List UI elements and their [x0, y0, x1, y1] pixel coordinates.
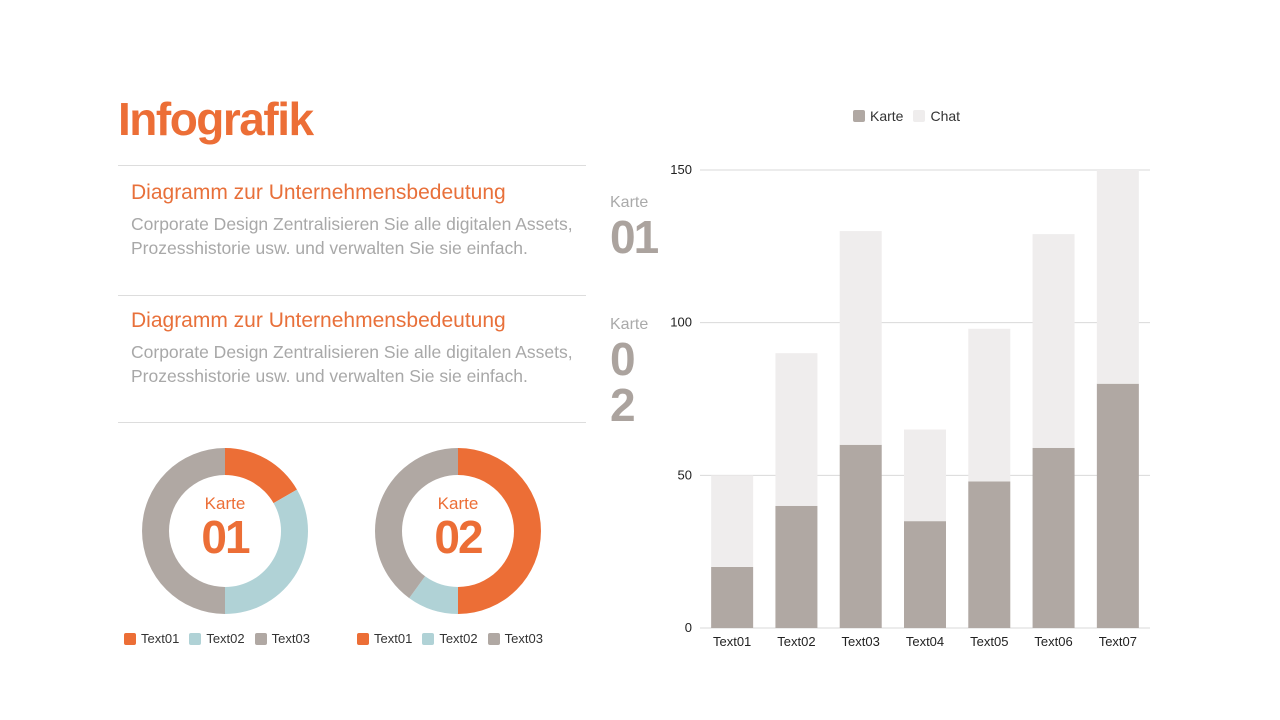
donut-segment-Text02: [409, 576, 458, 614]
card-number: 01: [610, 211, 659, 263]
bar-Karte-Text04: [904, 521, 946, 628]
legend-swatch: [124, 632, 136, 645]
legend-swatch: [189, 632, 202, 645]
bar-Karte-Text06: [1032, 447, 1075, 628]
legend-swatch: [254, 632, 267, 645]
donut-center-number: 02: [434, 511, 483, 563]
section-title: Diagramm zur Unternehmensbedeutung: [131, 181, 506, 204]
x-tick-label: Text01: [713, 634, 751, 649]
donut-center-label: Karte: [437, 494, 479, 513]
x-tick-label: Text06: [1034, 634, 1072, 649]
donut-legend-2: Text01 Text02 Text03: [357, 631, 543, 646]
legend-swatch: [853, 110, 865, 122]
legend-label: Text02: [206, 631, 245, 646]
divider: [118, 165, 586, 166]
donut-center-label: Karte: [204, 494, 246, 513]
section-body: Corporate Design Zentralisieren Sie alle…: [131, 340, 601, 388]
legend-label: Text01: [374, 631, 413, 646]
donut-chart-2: Karte 02: [373, 446, 543, 616]
donut-segment-Text03: [375, 448, 458, 599]
legend-label: Chat: [930, 108, 961, 124]
bar-Chat-Text07: [1096, 170, 1139, 384]
bar-Karte-Text02: [775, 505, 818, 628]
bar-Chat-Text01: [711, 475, 754, 567]
legend-item: Text02: [422, 631, 478, 646]
legend-item: Text03: [254, 631, 310, 646]
x-tick-label: Text05: [970, 634, 1008, 649]
body-line: Prozesshistorie usw. und verwalten Sie s…: [131, 238, 528, 258]
legend-item: Text01: [124, 631, 179, 646]
bar-Chat-Text05: [968, 328, 1011, 482]
bar-Chat-Text06: [1032, 234, 1075, 448]
donut-center-number: 01: [201, 511, 250, 563]
bar-Karte-Text07: [1096, 383, 1139, 628]
section-body: Corporate Design Zentralisieren Sie alle…: [131, 212, 601, 260]
divider: [118, 422, 586, 423]
donut-segment-Text01: [225, 448, 297, 504]
card-label: Karte: [610, 194, 649, 211]
body-line: Corporate Design Zentralisieren Sie alle…: [131, 214, 573, 234]
body-line: Corporate Design Zentralisieren Sie alle…: [131, 342, 573, 362]
bar-Karte-Text03: [839, 444, 882, 628]
legend-swatch: [357, 632, 369, 645]
y-tick-label: 50: [678, 467, 692, 482]
legend-item: Chat: [913, 108, 960, 124]
legend-item: Text02: [189, 631, 245, 646]
y-tick-label: 0: [685, 620, 692, 635]
legend-label: Text03: [504, 631, 543, 646]
donut-chart-1: Karte 01: [140, 446, 310, 616]
divider: [118, 295, 586, 296]
legend-item: Text03: [487, 631, 543, 646]
donut-segment-Text01: [458, 448, 541, 614]
y-tick-label: 100: [670, 315, 692, 330]
bar-Chat-Text02: [775, 353, 818, 506]
donut-segment-Text03: [142, 448, 225, 614]
body-line: Prozesshistorie usw. und verwalten Sie s…: [131, 366, 528, 386]
bar-Chat-Text03: [839, 231, 882, 445]
x-tick-label: Text07: [1099, 634, 1137, 649]
legend-swatch: [422, 632, 435, 645]
y-tick-label: 150: [670, 162, 692, 177]
section-title: Diagramm zur Unternehmensbedeutung: [131, 309, 506, 332]
x-tick-label: Text03: [842, 634, 880, 649]
legend-item: Karte: [853, 108, 903, 124]
donut-segment-Text02: [225, 489, 308, 614]
bar-legend: Karte Chat: [853, 108, 960, 124]
x-tick-label: Text02: [777, 634, 815, 649]
legend-swatch: [487, 632, 500, 645]
card-label: Karte: [610, 316, 649, 333]
legend-label: Text01: [141, 631, 180, 646]
legend-label: Text03: [271, 631, 310, 646]
bar-Karte-Text05: [968, 481, 1011, 628]
page-title: Infografik: [118, 93, 314, 145]
legend-swatch: [913, 110, 926, 122]
bar-Karte-Text01: [711, 566, 754, 628]
bar-Chat-Text04: [904, 429, 946, 522]
stacked-bar-chart: 0 50 100 150 Text01 Text02 Text03 Text04 Text05 T…: [670, 162, 1150, 649]
legend-item: Text01: [357, 631, 412, 646]
legend-label: Text02: [439, 631, 478, 646]
legend-label: Karte: [870, 108, 904, 124]
card-number: 02: [610, 333, 636, 431]
x-tick-label: Text04: [906, 634, 944, 649]
donut-legend-1: Text01 Text02 Text03: [124, 631, 310, 646]
